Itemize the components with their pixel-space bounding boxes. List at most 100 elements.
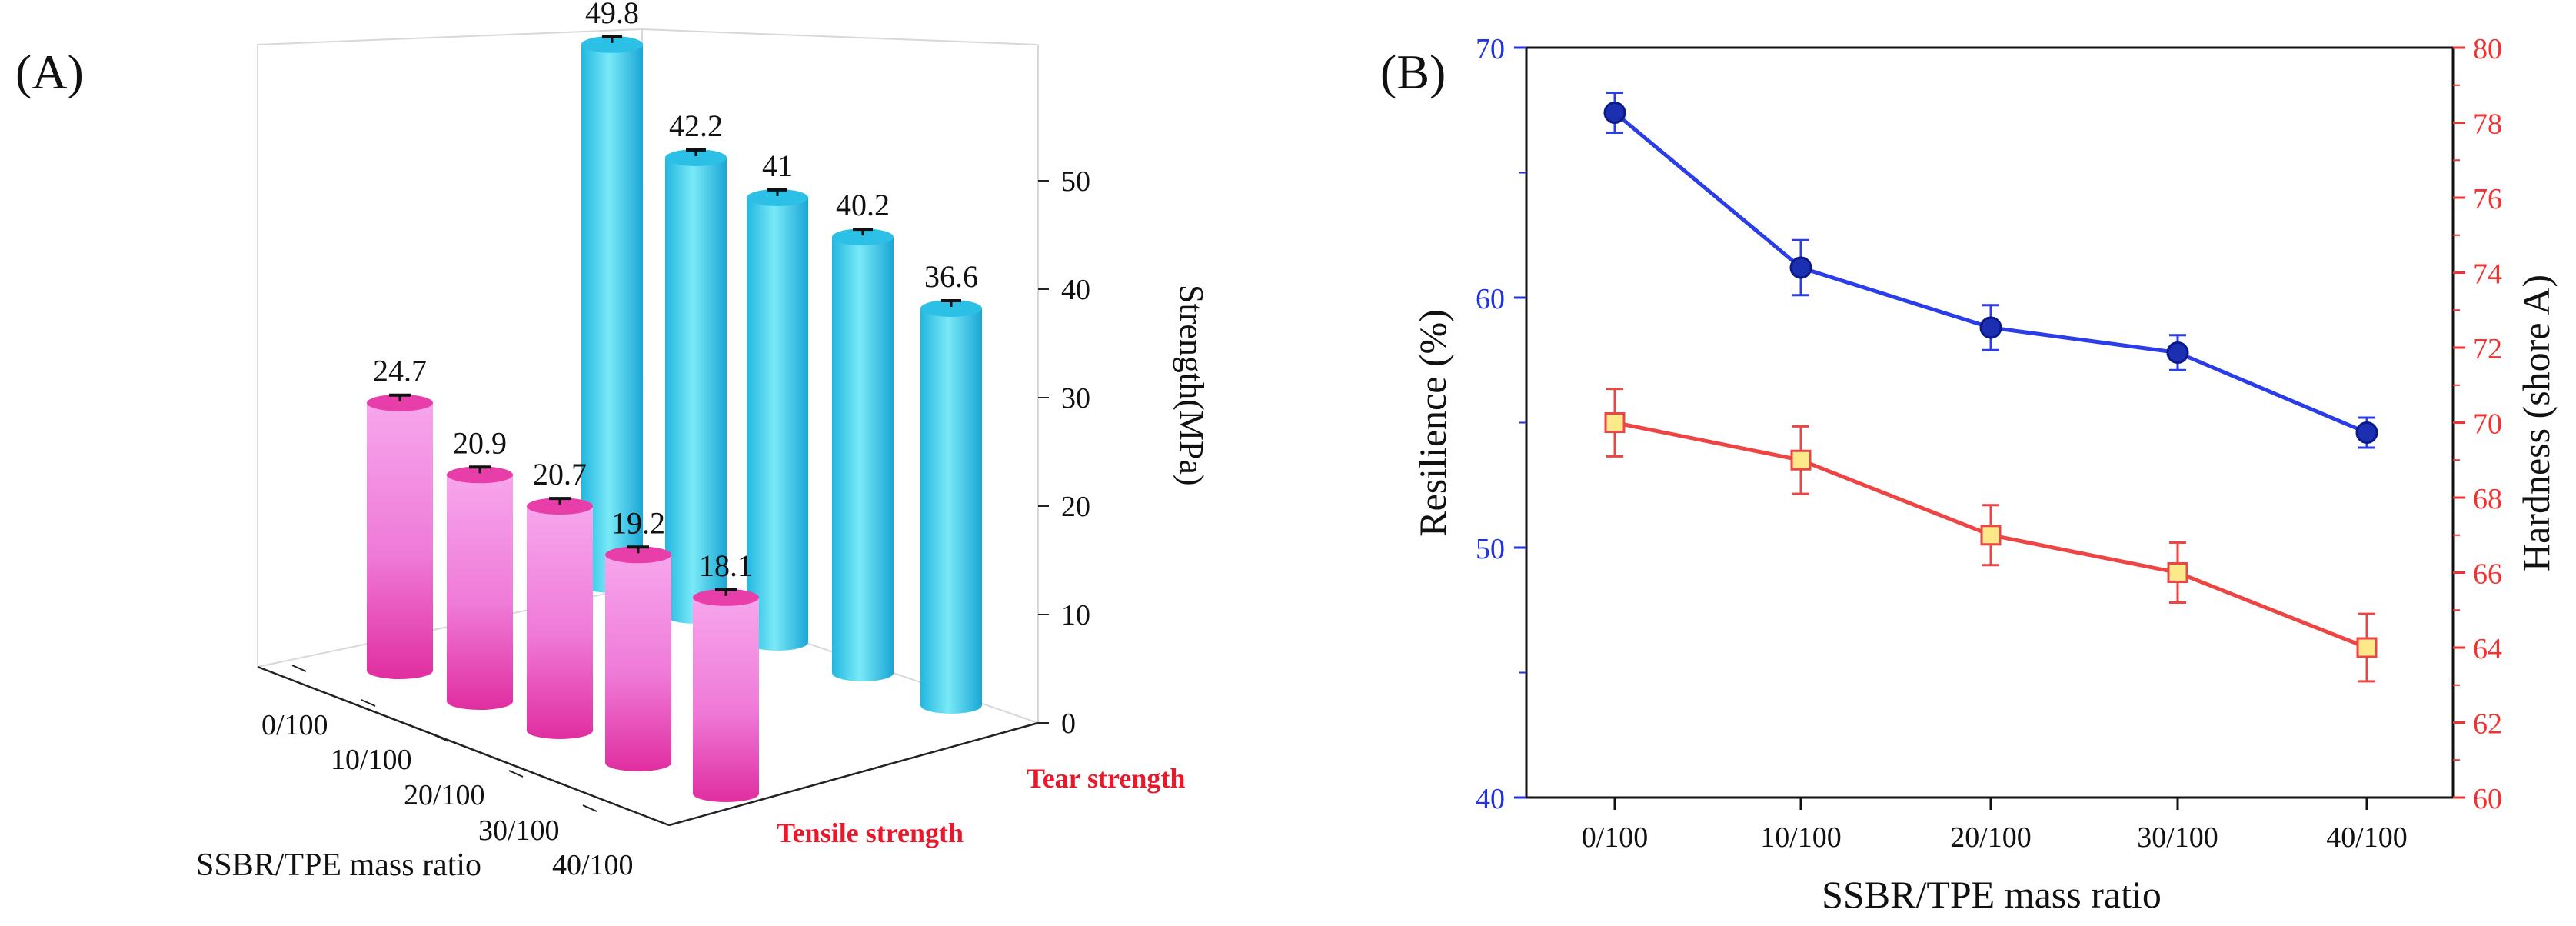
tensile-value-label: 19.2 [611,505,665,540]
b-left-tick-label: 50 [1476,533,1505,565]
a-ytick-label: 30 [1061,382,1090,415]
tear-strength-bar-top [747,188,808,206]
a-xtick-label: 20/100 [404,779,485,811]
a-ytick-label: 40 [1061,274,1090,306]
a-ytick-label: 10 [1061,599,1090,631]
b-right-tick-label: 66 [2473,558,2502,591]
panel-b-label: (B) [1380,45,1446,99]
a-xtick-mark [508,770,524,778]
tensile-strength-bar-body [605,555,671,771]
b-left-tick-label: 40 [1476,783,1505,815]
a-xtick-label: 40/100 [552,849,634,881]
panel-a-3d-bar-chart: 49.8 42.2 41 40.2 36.6 24.7 20.9 20.7 19.2 18.1 0… [196,0,1210,883]
tear-strength-bar-body [832,237,894,681]
tear-strength-bar [581,35,643,593]
a-xtick-label: 0/100 [261,709,328,741]
b-right-ylabel: Hardness (shore A) [2514,275,2558,571]
wall-top-edge [257,28,643,45]
tensile-strength-bar-top [693,588,759,606]
a-ylabel: Strength(MPa) [1173,285,1210,486]
resilience-point [1603,102,1626,124]
a-xtick-label: 10/100 [331,744,412,776]
hardness-point [1604,412,1626,433]
b-right-tick-label: 68 [2473,483,2502,515]
a-xlabel: SSBR/TPE mass ratio [196,848,481,883]
b-right-tick-label: 70 [2473,408,2502,441]
a-legend-tear: Tear strength [1027,763,1185,794]
panel-a-label: (A) [15,45,84,99]
b-xtick-label: 30/100 [2137,821,2218,854]
tear-strength-bar-body [665,157,727,625]
hardness-point [2356,637,2378,658]
resilience-point [2355,421,2378,444]
hardness-point [1790,449,1812,471]
resilience-series-line [1613,111,2368,435]
tear-value-label: 40.2 [836,188,890,222]
b-xtick-label: 0/100 [1582,821,1649,854]
b-left-tick-label: 70 [1476,33,1505,65]
tear-strength-bar [665,148,727,625]
resilience-point [1979,316,2002,339]
a-ytick-label: 50 [1061,165,1090,198]
tensile-strength-bar-top [447,466,513,484]
b-xlabel: SSBR/TPE mass ratio [1822,873,2162,916]
panel-b-line-chart: 40 50 60 70 60 62 64 66 68 70 72 74 76 78 80 0/100 10/10… [1411,33,2558,916]
a-legend-tensile: Tensile strength [777,818,964,848]
a-xtick-label: 30/100 [478,814,560,847]
hardness-point [2167,562,2188,583]
tensile-value-label: 20.7 [533,457,587,491]
tear-strength-bar [747,188,808,651]
b-right-tick-label: 80 [2473,33,2502,65]
tear-value-label: 36.6 [924,259,978,294]
tear-strength-bar-top [581,35,643,53]
tensile-strength-bar-top [367,394,433,411]
tear-strength-bar-body [581,44,643,593]
b-left-tick-label: 60 [1476,283,1505,315]
tear-value-label: 41 [762,148,793,183]
tensile-value-label: 20.9 [453,425,507,460]
tear-strength-bar-top [832,228,894,246]
a-ytick-label: 20 [1061,491,1090,523]
b-xtick-label: 40/100 [2326,821,2408,854]
b-right-tick-label: 72 [2473,333,2502,365]
tensile-strength-bar [693,588,759,802]
tensile-value-label: 24.7 [373,354,427,388]
a-xtick-mark [361,699,376,707]
tear-strength-bar-body [920,308,982,714]
tear-value-label: 42.2 [669,108,723,143]
tensile-strength-bar [367,394,433,679]
b-right-tick-label: 60 [2473,783,2502,815]
tear-strength-bar-body [747,197,808,651]
a-ytick-label: 0 [1061,708,1076,740]
tear-strength-bar-top [665,148,727,166]
tensile-strength-bar-body [367,402,433,679]
b-right-tick-label: 62 [2473,708,2502,741]
tensile-strength-bar-top [527,498,593,515]
tensile-strength-bar-body [527,506,593,739]
tensile-strength-bar [527,498,593,739]
resilience-point [2166,341,2189,364]
tear-strength-bar [920,299,982,714]
tensile-value-label: 18.1 [699,548,753,583]
tensile-strength-bar-body [447,475,513,710]
resilience-point [1789,256,1812,279]
floor-front-depth-axis [668,721,1039,827]
tensile-strength-bar [447,466,513,710]
b-right-tick-label: 78 [2473,108,2502,141]
back-top-right [641,28,1039,45]
a-xtick-mark [291,665,307,672]
b-plot-frame [1525,46,2455,799]
tensile-strength-bar-body [693,597,759,802]
tear-strength-bar-top [920,299,982,317]
b-right-tick-label: 74 [2473,258,2502,291]
a-xtick-mark [434,734,449,742]
b-left-ylabel: Resilience (%) [1411,309,1454,537]
b-right-tick-label: 76 [2473,183,2502,215]
b-xtick-label: 10/100 [1760,821,1842,854]
b-xtick-label: 20/100 [1950,821,2032,854]
tear-value-label: 49.8 [585,0,639,30]
tensile-strength-bar [605,546,671,771]
a-xtick-mark [582,804,597,812]
tensile-strength-bar-top [605,546,671,564]
